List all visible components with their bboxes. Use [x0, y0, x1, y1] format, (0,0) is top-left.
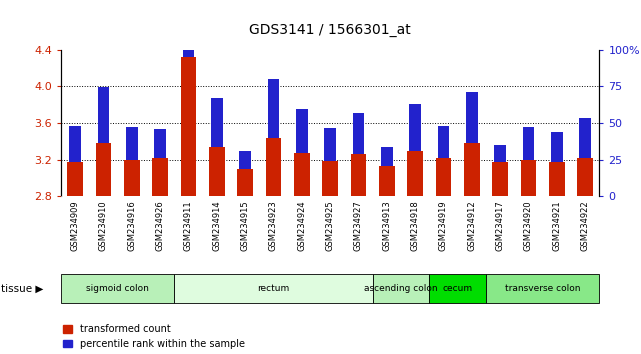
- Bar: [69, 126, 81, 162]
- Text: GSM234927: GSM234927: [354, 200, 363, 251]
- Bar: [61, 274, 174, 303]
- Text: transverse colon: transverse colon: [505, 284, 580, 293]
- Text: GSM234913: GSM234913: [382, 200, 391, 251]
- Bar: [464, 143, 479, 196]
- Bar: [153, 158, 168, 196]
- Bar: [265, 138, 281, 196]
- Legend: transformed count, percentile rank within the sample: transformed count, percentile rank withi…: [63, 324, 245, 349]
- Bar: [466, 92, 478, 143]
- Bar: [97, 87, 109, 143]
- Bar: [154, 129, 166, 158]
- Text: GDS3141 / 1566301_at: GDS3141 / 1566301_at: [249, 23, 411, 37]
- Text: GSM234914: GSM234914: [212, 200, 221, 251]
- Bar: [183, 0, 194, 57]
- Bar: [351, 154, 366, 196]
- Bar: [237, 169, 253, 196]
- Bar: [494, 145, 506, 162]
- Bar: [322, 161, 338, 196]
- Bar: [379, 166, 395, 196]
- Bar: [267, 79, 279, 138]
- Bar: [492, 162, 508, 196]
- Bar: [407, 150, 423, 196]
- Bar: [211, 98, 222, 147]
- Bar: [551, 132, 563, 161]
- Bar: [579, 118, 591, 158]
- Text: cecum: cecum: [442, 284, 472, 293]
- Text: GSM234918: GSM234918: [411, 200, 420, 251]
- Text: GSM234909: GSM234909: [71, 200, 79, 251]
- Bar: [486, 274, 599, 303]
- Text: GSM234920: GSM234920: [524, 200, 533, 251]
- Text: GSM234923: GSM234923: [269, 200, 278, 251]
- Text: GSM234924: GSM234924: [297, 200, 306, 251]
- Text: GSM234917: GSM234917: [495, 200, 504, 251]
- Bar: [209, 147, 224, 196]
- Text: GSM234922: GSM234922: [581, 200, 590, 251]
- Text: GSM234912: GSM234912: [467, 200, 476, 251]
- Bar: [436, 158, 451, 196]
- Bar: [294, 153, 310, 196]
- Bar: [124, 160, 140, 196]
- Text: sigmoid colon: sigmoid colon: [86, 284, 149, 293]
- Text: GSM234921: GSM234921: [553, 200, 562, 251]
- Bar: [96, 143, 111, 196]
- Text: rectum: rectum: [257, 284, 290, 293]
- Bar: [381, 147, 393, 166]
- Bar: [522, 127, 535, 160]
- Bar: [578, 158, 593, 196]
- Bar: [239, 151, 251, 169]
- Text: tissue ▶: tissue ▶: [1, 284, 43, 293]
- Text: GSM234911: GSM234911: [184, 200, 193, 251]
- Bar: [353, 113, 364, 154]
- Text: ascending colon: ascending colon: [364, 284, 438, 293]
- Bar: [174, 274, 372, 303]
- Bar: [372, 274, 429, 303]
- Text: GSM234926: GSM234926: [156, 200, 165, 251]
- Bar: [410, 104, 421, 150]
- Text: GSM234925: GSM234925: [326, 200, 335, 251]
- Text: GSM234919: GSM234919: [439, 200, 448, 251]
- Text: GSM234915: GSM234915: [240, 200, 249, 251]
- Bar: [181, 57, 196, 196]
- Bar: [67, 162, 83, 196]
- Bar: [296, 109, 308, 153]
- Text: GSM234910: GSM234910: [99, 200, 108, 251]
- Bar: [549, 161, 565, 196]
- Bar: [126, 127, 138, 160]
- Bar: [429, 274, 486, 303]
- Text: GSM234916: GSM234916: [128, 200, 137, 251]
- Bar: [324, 129, 336, 161]
- Bar: [520, 160, 537, 196]
- Bar: [438, 126, 449, 158]
